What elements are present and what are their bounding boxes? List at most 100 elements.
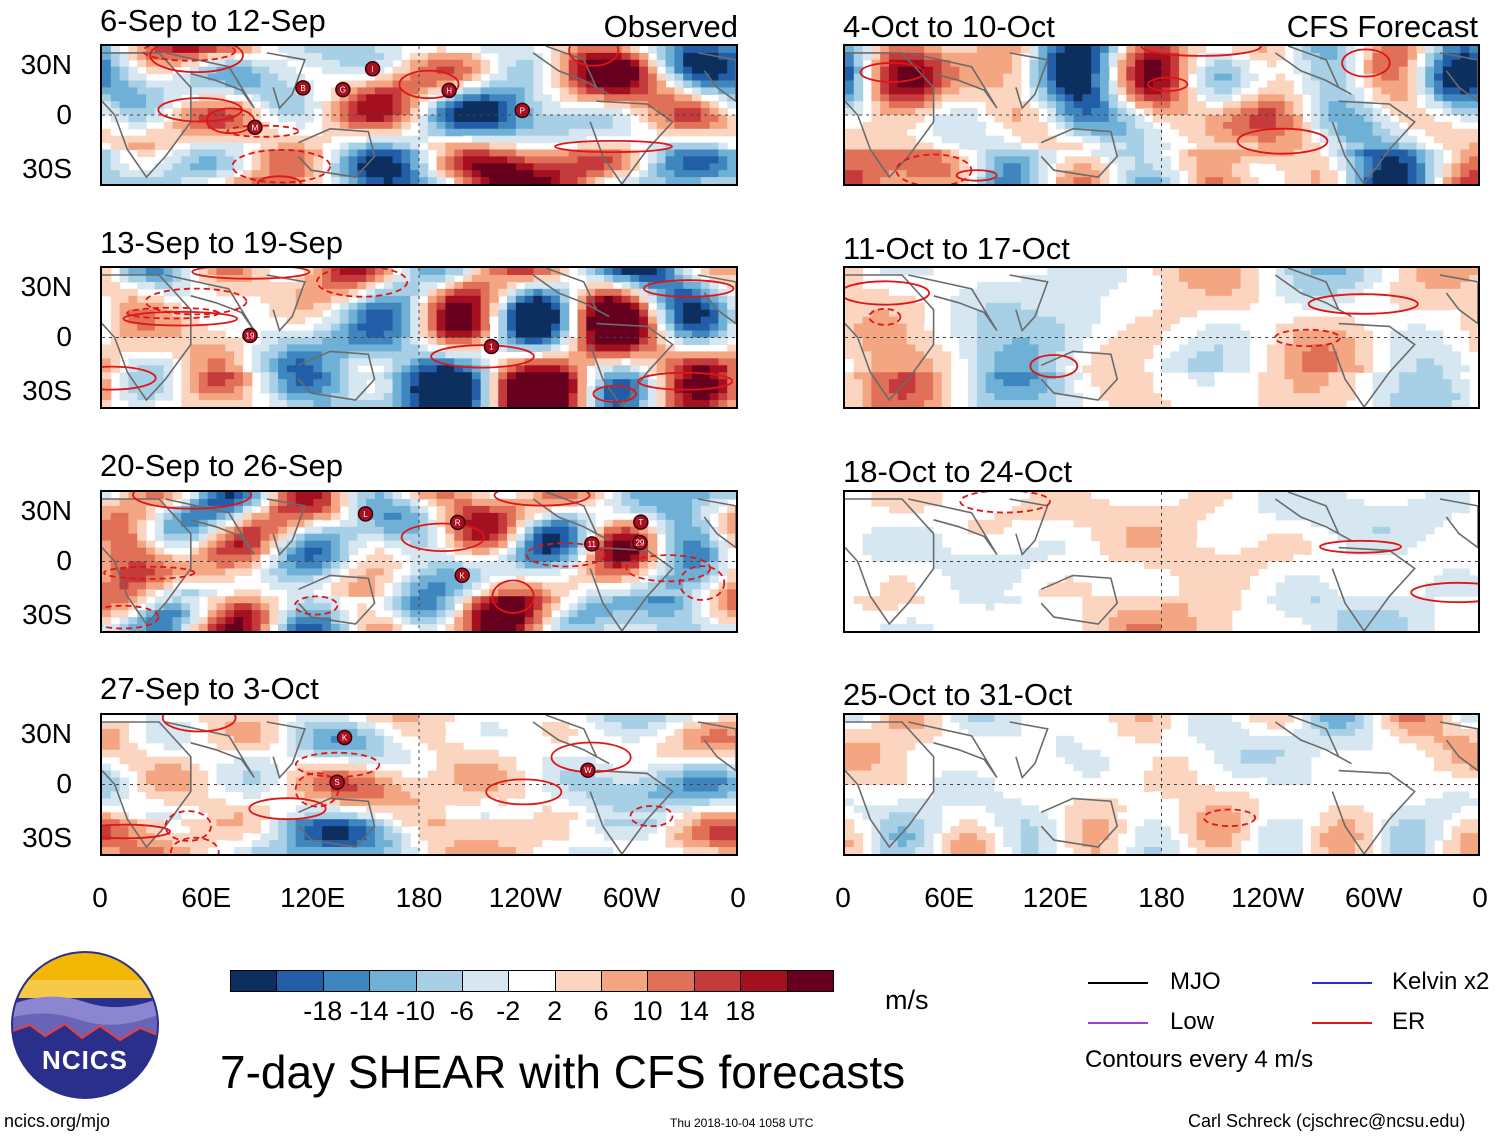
shear-cell	[401, 547, 411, 556]
shear-cell	[128, 142, 138, 151]
shear-cell	[498, 46, 508, 54]
shear-cell	[630, 149, 640, 157]
shear-cell	[1196, 46, 1207, 54]
shear-cell	[630, 59, 640, 68]
shear-cell	[383, 163, 394, 171]
shear-cell	[286, 295, 297, 304]
shear-cell	[410, 393, 420, 401]
shear-cell	[410, 386, 420, 394]
shear-cell	[1099, 46, 1110, 54]
shear-cell	[110, 59, 121, 68]
shear-cell	[621, 770, 631, 779]
shear-cell	[559, 316, 570, 325]
shear-cell	[665, 561, 675, 570]
shear-cell	[251, 351, 262, 359]
shear-cell	[304, 540, 314, 549]
shear-cell	[718, 728, 728, 737]
shear-cell	[128, 66, 138, 75]
shear-cell	[322, 826, 332, 834]
shear-cell	[313, 519, 323, 528]
shear-cell	[612, 73, 623, 82]
shear-cell	[392, 379, 402, 387]
shear-cell	[471, 840, 482, 848]
shear-cell	[533, 505, 543, 514]
shear-cell	[269, 295, 279, 304]
shear-cell	[295, 610, 306, 618]
shear-cell	[234, 610, 244, 618]
shear-cell	[128, 512, 138, 521]
shear-cell	[119, 728, 130, 737]
shear-cell	[683, 589, 693, 597]
shear-cell	[137, 763, 147, 772]
shear-cell	[524, 840, 535, 848]
shear-cell	[577, 777, 587, 786]
shear-cell	[348, 337, 358, 346]
shear-cell	[322, 135, 332, 144]
shear-cell	[647, 763, 658, 772]
shear-cell	[198, 330, 209, 339]
shear-cell	[110, 596, 121, 604]
shear-cell	[286, 281, 297, 290]
shear-cell	[419, 568, 429, 576]
shear-cell	[330, 344, 341, 352]
shear-cell	[269, 603, 279, 611]
shear-cell	[471, 533, 482, 542]
shear-cell	[524, 330, 535, 339]
shear-cell	[260, 288, 270, 297]
shear-cell	[489, 505, 499, 514]
shear-cell	[586, 798, 596, 806]
shear-cell	[551, 330, 561, 339]
shear-cell	[621, 115, 631, 123]
shear-cell	[110, 295, 121, 304]
shear-cell	[357, 115, 367, 123]
shear-cell	[216, 149, 226, 157]
shear-cell	[330, 742, 341, 751]
shear-cell	[172, 784, 182, 793]
shear-cell	[471, 330, 482, 339]
shear-cell	[533, 554, 543, 563]
shear-cell	[621, 94, 631, 102]
shear-cell	[137, 596, 147, 604]
shear-cell	[154, 721, 165, 730]
shear-cell	[665, 492, 675, 500]
shear-cell	[700, 80, 711, 88]
shear-cell	[709, 170, 719, 178]
shear-cell	[498, 163, 508, 171]
shear-cell	[401, 316, 411, 325]
shear-cell	[137, 149, 147, 157]
shear-cell	[727, 826, 736, 834]
shear-cell	[436, 302, 447, 311]
shear-cell	[647, 791, 658, 799]
shear-cell	[234, 833, 244, 841]
shear-cell	[216, 617, 226, 625]
shear-cell	[260, 763, 270, 772]
shear-cell	[533, 128, 543, 137]
shear-cell	[559, 547, 570, 556]
shear-cell	[269, 492, 279, 500]
shear-cell	[489, 163, 499, 171]
shear-cell	[656, 498, 667, 507]
shear-cell	[621, 386, 631, 394]
shear-cell	[242, 128, 253, 137]
shear-cell	[568, 156, 579, 164]
shear-cell	[621, 721, 631, 730]
shear-cell	[234, 177, 244, 184]
shear-cell	[190, 73, 200, 82]
shear-cell	[198, 52, 209, 61]
shear-cell	[454, 170, 464, 178]
shear-cell	[339, 526, 350, 535]
shear-cell	[665, 142, 675, 151]
shear-cell	[471, 763, 482, 772]
shear-cell	[234, 603, 244, 611]
shear-cell	[647, 330, 658, 339]
shear-cell	[674, 87, 684, 95]
shear-cell	[172, 46, 182, 54]
shear-cell	[507, 46, 517, 54]
shear-cell	[595, 847, 605, 854]
shear-cell	[154, 735, 165, 744]
shear-cell	[674, 268, 684, 276]
shear-cell	[322, 295, 332, 304]
shear-cell	[603, 847, 614, 854]
shear-cell	[190, 589, 200, 597]
shear-cell	[374, 170, 385, 178]
